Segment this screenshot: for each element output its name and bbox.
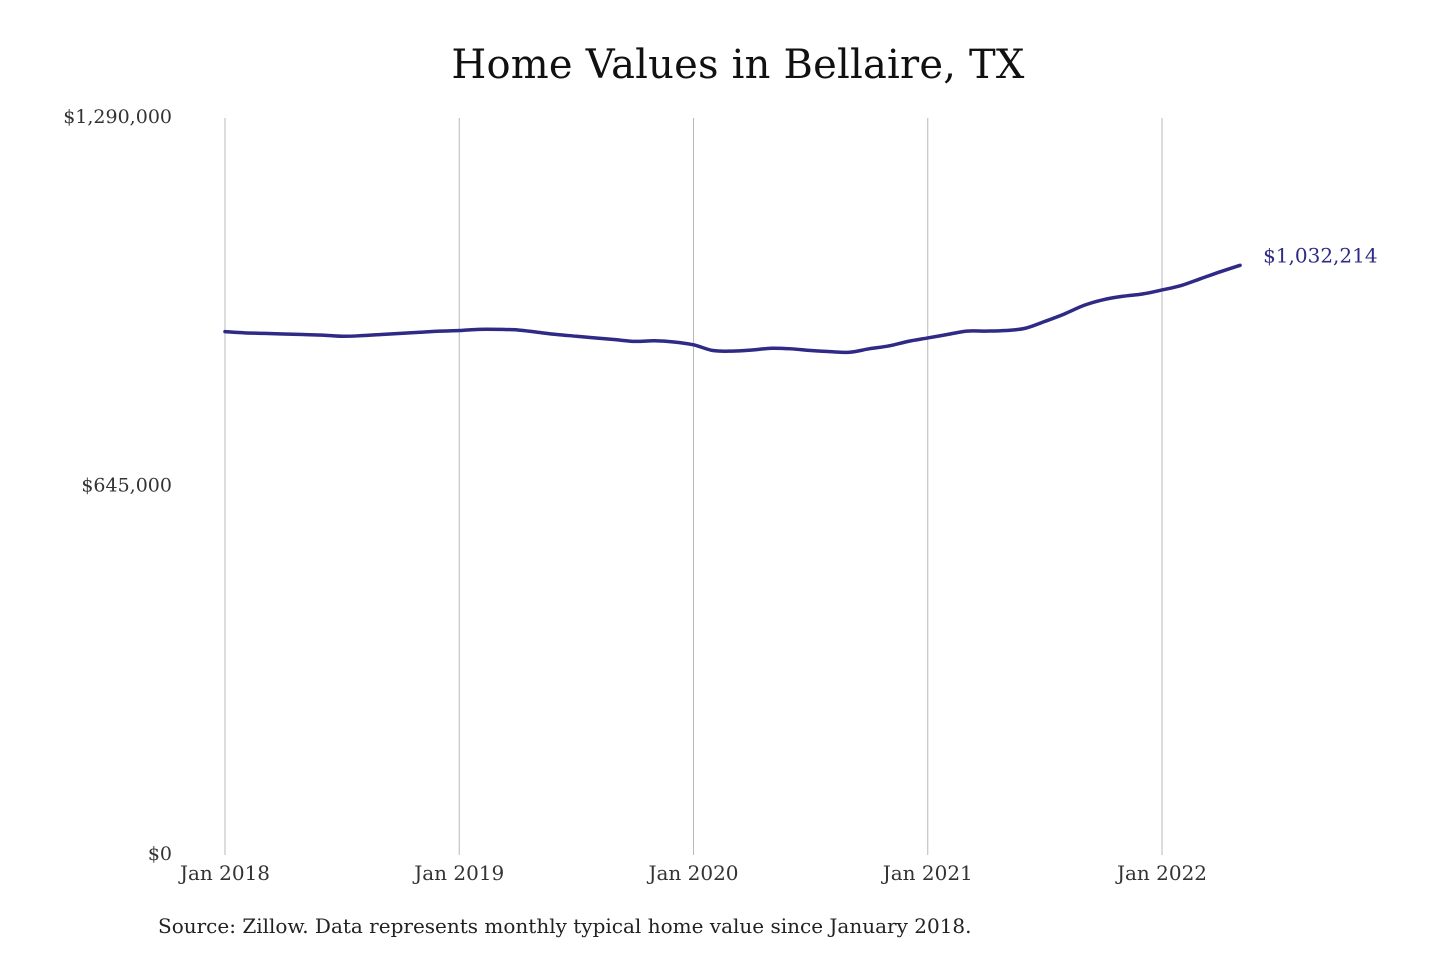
gridlines — [224, 118, 1163, 855]
x-tick-label: Jan 2020 — [646, 861, 738, 885]
source-note: Source: Zillow. Data represents monthly … — [158, 914, 972, 938]
x-tick-label: Jan 2021 — [881, 861, 973, 885]
series-layer — [223, 263, 1242, 355]
end-value-label: $1,032,214 — [1263, 243, 1378, 267]
y-tick-label: $1,290,000 — [63, 106, 172, 128]
annotations: $1,032,214 — [1263, 243, 1378, 267]
x-tick-label: Jan 2018 — [178, 861, 270, 885]
x-tick-label: Jan 2019 — [412, 861, 504, 885]
chart-title: Home Values in Bellaire, TX — [451, 42, 1025, 88]
y-axis-ticks: $0 $645,000 $1,290,000 — [63, 106, 172, 865]
y-tick-label: $0 — [148, 843, 172, 865]
series-line — [223, 263, 1242, 355]
x-axis-ticks: Jan 2018 Jan 2019 Jan 2020 Jan 2021 Jan 2022 — [178, 861, 1207, 885]
y-tick-label: $645,000 — [81, 475, 172, 497]
x-tick-label: Jan 2022 — [1115, 861, 1207, 885]
